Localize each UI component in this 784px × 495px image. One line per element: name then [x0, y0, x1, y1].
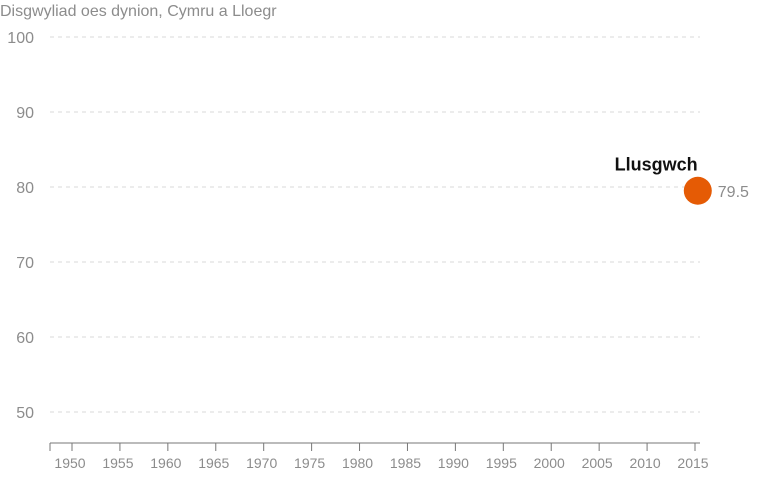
y-tick-label-100: 100 — [7, 30, 34, 47]
x-tick-label-1950: 1950 — [54, 455, 85, 471]
x-tick-label-1965: 1965 — [198, 455, 229, 471]
x-tick-label-1990: 1990 — [438, 455, 469, 471]
x-tick-label-2015: 2015 — [677, 455, 708, 471]
y-tick-label-80: 80 — [16, 180, 34, 197]
y-tick-label-50: 50 — [16, 405, 34, 422]
x-tick-label-1995: 1995 — [486, 455, 517, 471]
x-tick-label-1970: 1970 — [246, 455, 277, 471]
x-tick-label-1960: 1960 — [150, 455, 181, 471]
drag-hint-label: Llusgwch — [615, 155, 698, 175]
chart-title: Disgwyliad oes dynion, Cymru a Lloegr — [0, 3, 277, 20]
data-point[interactable] — [683, 176, 712, 205]
y-axis-labels: 50 60 70 80 90 100 — [7, 30, 34, 422]
y-tick-label-70: 70 — [16, 255, 34, 272]
data-points: 79.5 — [683, 176, 749, 205]
gridlines — [50, 36, 700, 413]
x-tick-label-2000: 2000 — [534, 455, 565, 471]
y-tick-label-90: 90 — [16, 105, 34, 122]
x-tick-label-1980: 1980 — [342, 455, 373, 471]
annotations: Llusgwch — [615, 155, 698, 175]
x-tick-label-2005: 2005 — [582, 455, 613, 471]
x-tick-label-1985: 1985 — [390, 455, 421, 471]
x-tick-label-1975: 1975 — [294, 455, 325, 471]
data-point-value-label: 79.5 — [718, 184, 749, 201]
x-axis: 1950 1955 1960 1965 1970 1975 1980 1985 1990 1995… — [49, 442, 709, 471]
x-tick-label-1955: 1955 — [102, 455, 133, 471]
y-tick-label-60: 60 — [16, 330, 34, 347]
x-tick-label-2010: 2010 — [629, 455, 660, 471]
